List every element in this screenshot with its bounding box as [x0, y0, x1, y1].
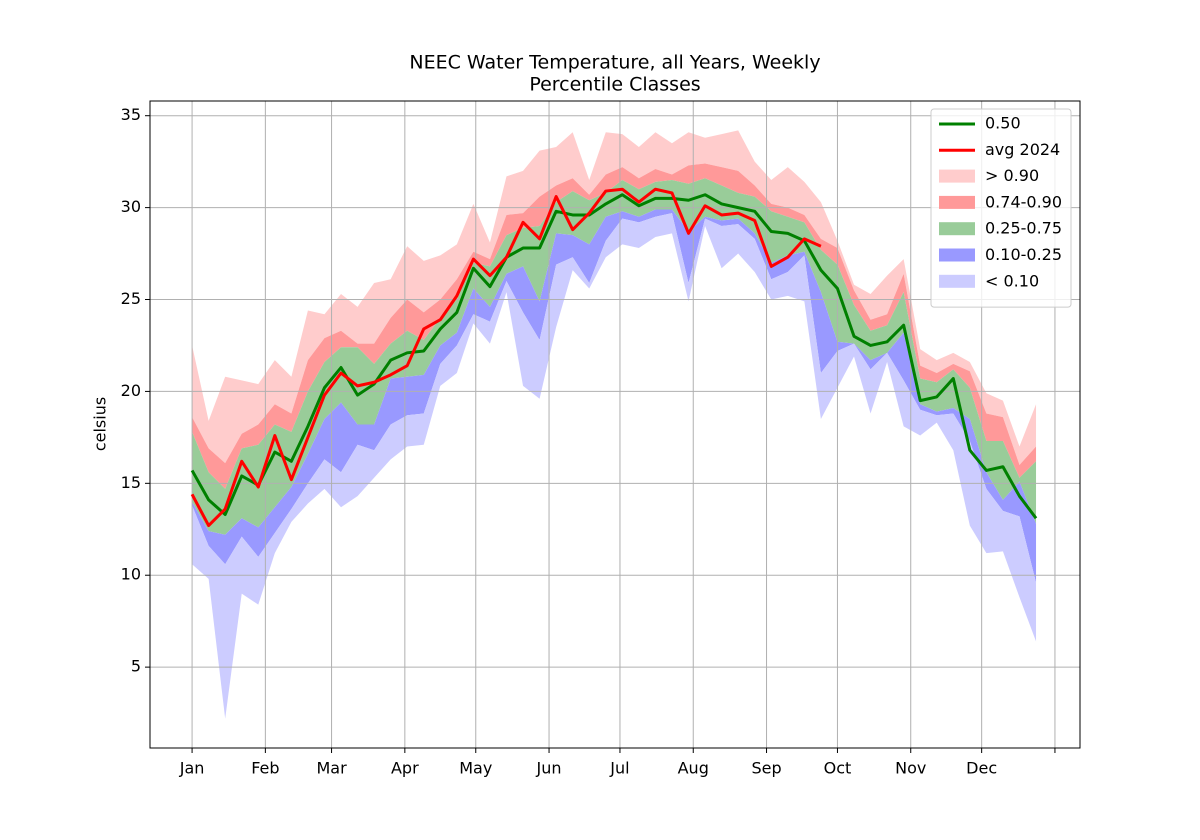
percentile-band	[192, 178, 1037, 535]
y-tick-label: 20	[121, 381, 141, 400]
x-tick-label: Nov	[895, 759, 926, 778]
legend-label: 0.10-0.25	[985, 245, 1062, 264]
x-tick-label: Mar	[316, 759, 347, 778]
x-tick-label: May	[459, 759, 492, 778]
x-tick-label: Sep	[751, 759, 781, 778]
series-line	[190, 187, 822, 528]
y-tick-label: 25	[121, 289, 141, 308]
y-axis-label: celsius	[91, 397, 110, 451]
chart-subtitle: Percentile Classes	[529, 74, 700, 96]
legend-swatch	[939, 274, 975, 288]
x-tick-label: Jun	[536, 759, 562, 778]
x-tick-label: Jan	[179, 759, 205, 778]
x-tick-label: Aug	[678, 759, 709, 778]
percentile-band	[192, 163, 1037, 489]
x-tick-label: Feb	[251, 759, 279, 778]
legend-swatch	[939, 195, 975, 209]
chart-title: NEEC Water Temperature, all Years, Weekl…	[409, 52, 820, 74]
legend-label: < 0.10	[985, 271, 1039, 290]
y-tick-label: 15	[121, 473, 141, 492]
legend-label: > 0.90	[985, 166, 1039, 185]
y-tick-label: 5	[131, 657, 141, 676]
x-tick-label: Jul	[609, 759, 629, 778]
x-tick-label: Oct	[824, 759, 852, 778]
y-tick-label: 30	[121, 197, 141, 216]
legend-label: 0.50	[985, 114, 1021, 133]
percentile-band	[192, 130, 1037, 465]
legend-label: 0.74-0.90	[985, 192, 1062, 211]
plot-frame	[149, 100, 1081, 749]
x-tick-label: Apr	[391, 759, 419, 778]
legend-swatch	[939, 169, 975, 183]
percentile-band	[192, 213, 1037, 719]
legend-swatch	[939, 248, 975, 262]
legend-swatch	[939, 222, 975, 236]
legend: 0.50 avg 2024 > 0.90 0.74-0.90 0.25-0.75 0.10…	[930, 108, 1072, 308]
series-line	[190, 193, 1038, 520]
y-tick-label: 35	[121, 105, 141, 124]
x-tick-label: Dec	[966, 759, 997, 778]
legend-label: avg 2024	[985, 140, 1060, 159]
y-tick-label: 10	[121, 565, 141, 584]
legend-label: 0.25-0.75	[985, 219, 1062, 238]
